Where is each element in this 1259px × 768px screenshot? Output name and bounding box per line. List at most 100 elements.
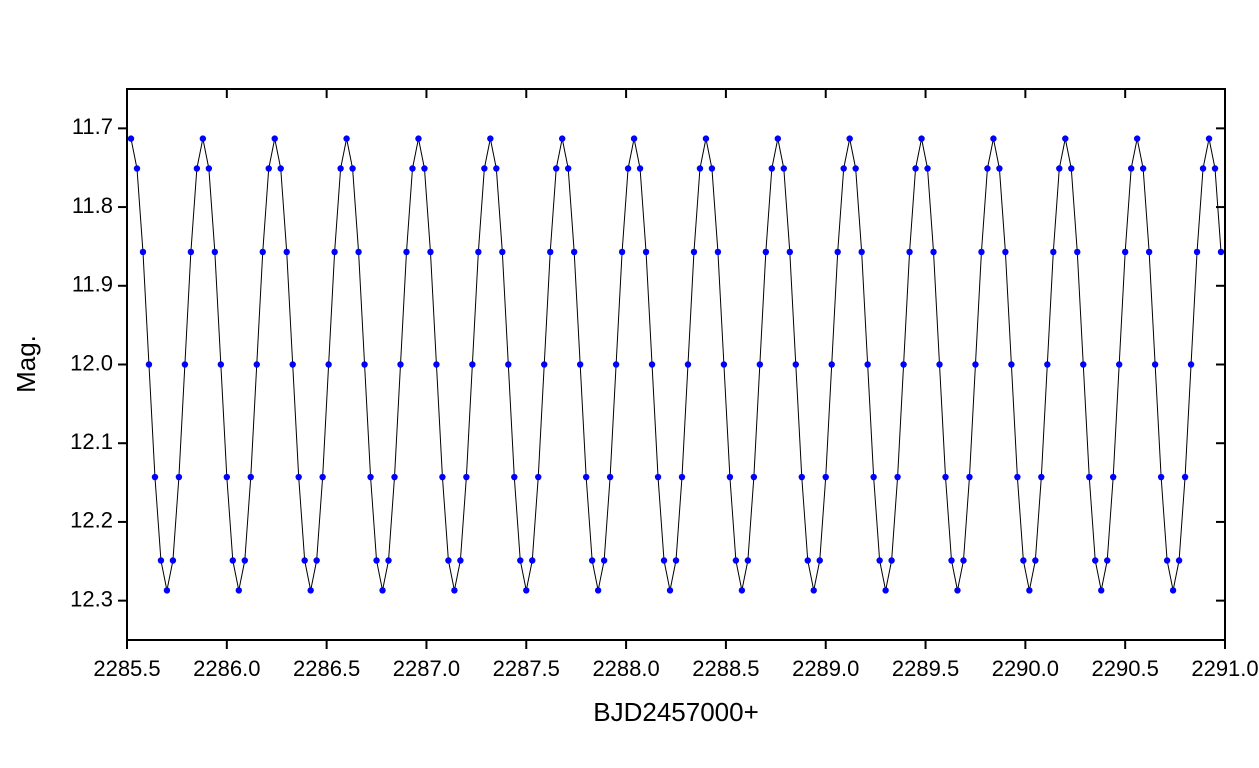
data-point	[451, 587, 458, 594]
data-point	[888, 557, 895, 564]
data-point	[894, 473, 901, 481]
data-point	[265, 165, 272, 172]
data-point	[906, 248, 913, 256]
data-point	[523, 587, 530, 594]
data-point	[696, 165, 704, 172]
x-tick-label: 2286.0	[193, 656, 260, 681]
x-tick-label: 2287.5	[493, 656, 560, 681]
data-point	[283, 248, 290, 256]
data-point	[271, 135, 278, 142]
data-point	[181, 361, 189, 368]
data-point	[1002, 248, 1009, 256]
data-point	[852, 165, 859, 172]
data-point	[259, 248, 266, 256]
data-point	[223, 473, 231, 481]
data-point	[1014, 473, 1021, 481]
data-point	[660, 557, 668, 564]
data-point	[960, 557, 967, 564]
data-point	[792, 361, 799, 368]
y-axis-title: Mag.	[11, 335, 41, 393]
y-tick-label: 11.7	[72, 114, 113, 139]
data-point	[1181, 473, 1189, 481]
data-point	[145, 361, 153, 368]
data-point	[1169, 587, 1177, 594]
data-point	[433, 361, 440, 368]
x-tick-label: 2286.5	[293, 656, 360, 681]
data-point	[990, 135, 997, 142]
data-point	[1026, 587, 1033, 594]
data-point	[1175, 557, 1183, 564]
x-tick-label: 2291.0	[1191, 656, 1258, 681]
data-point	[798, 473, 805, 481]
data-point	[816, 557, 823, 564]
data-point	[936, 361, 943, 368]
data-point	[235, 587, 242, 594]
data-point	[229, 557, 237, 564]
data-point	[409, 165, 416, 172]
x-tick-label: 2285.5	[93, 656, 160, 681]
y-tick-label: 12.0	[70, 350, 113, 375]
data-point	[1044, 361, 1051, 368]
data-point	[151, 473, 159, 481]
data-point	[397, 361, 404, 368]
data-point	[930, 248, 937, 256]
data-point	[858, 248, 865, 256]
data-point	[954, 587, 961, 594]
data-point	[1038, 473, 1045, 481]
y-tick-label: 12.2	[70, 508, 113, 533]
data-point	[421, 165, 428, 172]
data-point	[594, 587, 602, 594]
data-point	[666, 587, 674, 594]
data-point	[301, 557, 308, 564]
data-point	[547, 248, 554, 256]
data-point	[511, 473, 518, 481]
data-point	[373, 557, 380, 564]
data-point	[702, 135, 710, 142]
data-point	[493, 165, 500, 172]
data-point	[636, 165, 644, 172]
data-point	[211, 248, 219, 256]
data-point	[403, 248, 410, 256]
x-tick-label: 2290.0	[992, 656, 1059, 681]
data-point	[559, 135, 566, 142]
data-point	[391, 473, 398, 481]
data-point	[948, 557, 955, 564]
data-point	[612, 361, 620, 368]
data-point	[870, 473, 877, 481]
data-point	[127, 135, 135, 142]
data-point	[1050, 248, 1057, 256]
data-point	[882, 587, 889, 594]
data-point	[630, 135, 638, 142]
data-point	[349, 165, 356, 172]
data-point	[1008, 361, 1015, 368]
data-point	[1104, 557, 1111, 564]
data-point	[1080, 361, 1087, 368]
data-point	[1110, 473, 1117, 481]
data-point	[541, 361, 548, 368]
data-point	[139, 248, 147, 256]
data-point	[247, 473, 254, 481]
y-tick-label: 11.8	[72, 193, 113, 218]
data-point	[175, 473, 183, 481]
data-point	[1127, 165, 1135, 172]
data-point	[415, 135, 422, 142]
data-point	[331, 248, 338, 256]
data-point	[576, 361, 584, 368]
data-point	[1121, 248, 1129, 256]
data-point	[1187, 361, 1195, 368]
data-point	[241, 557, 248, 564]
data-point	[205, 165, 213, 172]
data-point	[984, 165, 991, 172]
data-point	[1157, 473, 1165, 481]
data-point	[726, 473, 734, 481]
data-point	[810, 587, 817, 594]
data-point	[714, 248, 722, 256]
data-point	[481, 165, 488, 172]
data-point	[157, 557, 165, 564]
data-point	[624, 165, 632, 172]
data-point	[307, 587, 314, 594]
data-point	[1193, 248, 1201, 256]
data-point	[1098, 587, 1105, 594]
data-point	[163, 587, 171, 594]
